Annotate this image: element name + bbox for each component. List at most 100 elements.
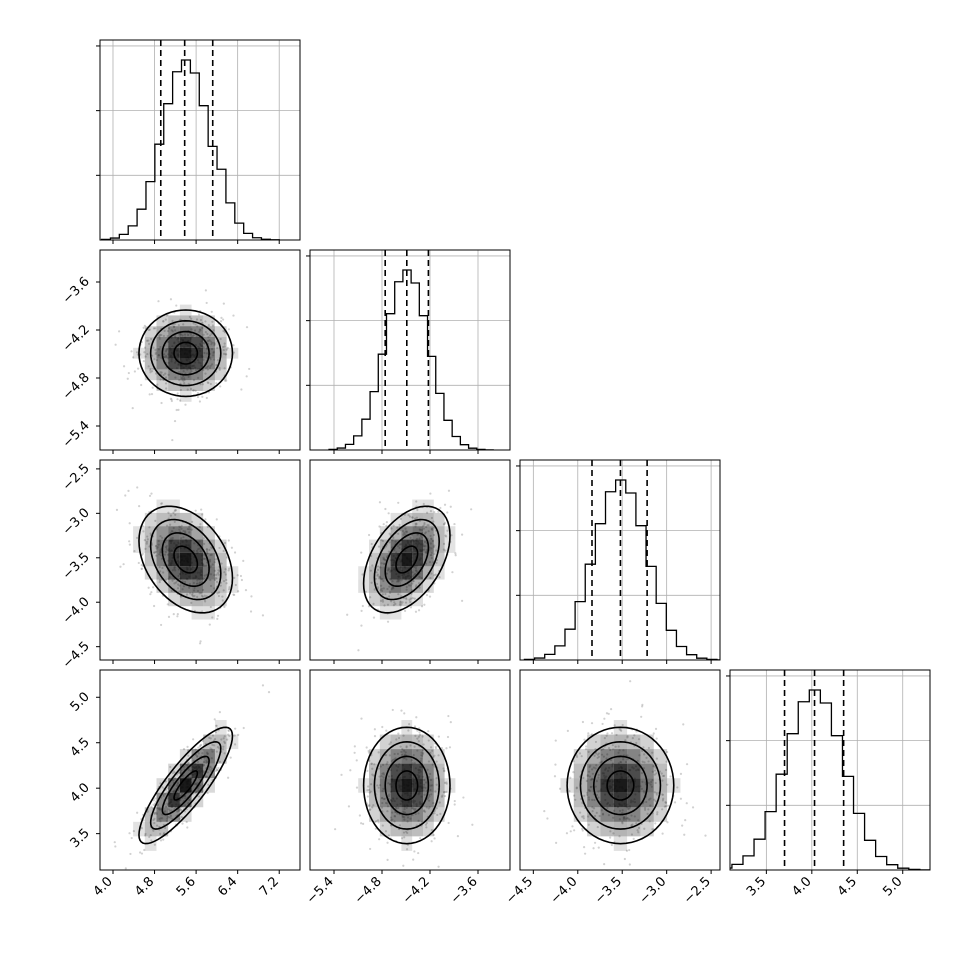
sample-point: [372, 602, 375, 606]
sample-point: [414, 812, 417, 816]
density-cell: [214, 592, 227, 607]
sample-point: [147, 328, 150, 332]
sample-point: [406, 831, 409, 835]
sample-point: [409, 536, 412, 540]
panel-frame: [309, 249, 511, 451]
sample-point: [381, 725, 384, 729]
sample-point: [178, 318, 182, 321]
sample-point: [193, 329, 197, 332]
density-cell: [412, 749, 423, 764]
contour-line: [579, 741, 662, 830]
y-tick-label: 4.5: [68, 735, 93, 760]
sample-point: [208, 736, 211, 739]
sample-point: [209, 747, 212, 750]
density-cell: [423, 749, 434, 764]
sample-point: [380, 797, 384, 800]
sample-point: [162, 320, 165, 323]
sample-point: [427, 799, 431, 802]
sample-point: [656, 811, 659, 814]
density-cell: [156, 807, 169, 822]
density-cell: [587, 763, 601, 779]
sample-point: [378, 775, 381, 778]
x-tick-label: 4.0: [91, 874, 116, 899]
sample-point: [129, 852, 132, 856]
sample-point: [427, 796, 430, 799]
sample-point: [209, 364, 212, 367]
x-tick-label: −5.4: [304, 874, 337, 907]
density-cell: [390, 734, 402, 750]
sample-point: [153, 811, 156, 814]
sample-point: [224, 541, 227, 545]
sample-point: [393, 758, 396, 761]
sample-point: [226, 738, 229, 741]
sample-point: [426, 524, 429, 527]
sample-point: [586, 774, 589, 778]
sample-point: [200, 594, 204, 598]
sample-point: [605, 757, 608, 760]
sample-point: [409, 744, 412, 747]
sample-point: [596, 756, 599, 759]
sample-point: [198, 642, 202, 645]
sample-point: [195, 335, 198, 338]
sample-point: [228, 567, 231, 570]
sample-point: [630, 824, 633, 827]
sample-point: [219, 385, 222, 388]
sample-point: [194, 389, 197, 392]
density-cell: [179, 592, 192, 607]
sample-point: [658, 770, 662, 773]
sample-point: [141, 552, 144, 555]
sample-point: [164, 372, 167, 375]
sample-point: [128, 522, 131, 525]
sample-point: [223, 342, 226, 345]
sample-point: [198, 745, 202, 748]
density-cell: [168, 592, 180, 607]
contour-line: [173, 341, 199, 365]
sample-point: [405, 588, 408, 591]
sample-point: [405, 531, 408, 534]
sample-point: [394, 602, 397, 606]
sample-point: [225, 348, 228, 351]
sample-point: [641, 703, 644, 706]
x-tick-label: 3.5: [744, 874, 769, 899]
sample-point: [377, 821, 380, 824]
sample-point: [630, 814, 633, 817]
density-cell: [390, 552, 402, 567]
sample-point: [145, 540, 149, 543]
sample-point: [178, 817, 181, 820]
sample-point: [204, 320, 207, 323]
sample-point: [215, 577, 218, 580]
sample-point: [421, 753, 425, 756]
sample-point: [651, 828, 654, 831]
sample-point: [190, 593, 194, 596]
sample-point: [218, 368, 221, 371]
sample-point: [223, 605, 226, 609]
density-cell: [433, 512, 445, 527]
sample-point: [592, 807, 596, 810]
density-cell: [203, 315, 215, 327]
sample-point: [609, 748, 612, 752]
sample-point: [431, 749, 434, 752]
sample-point: [232, 344, 235, 347]
sample-point: [113, 841, 116, 844]
x-tick-label: −2.5: [681, 874, 714, 907]
density-cell: [203, 592, 215, 607]
sample-point: [132, 829, 135, 833]
panel-frame: [99, 39, 301, 241]
sample-point: [166, 334, 169, 338]
sample-point: [146, 352, 149, 356]
sample-point: [206, 366, 209, 369]
sample-point: [424, 531, 428, 534]
density-cell: [144, 369, 157, 381]
sample-point: [661, 799, 664, 802]
sample-point: [384, 801, 388, 805]
sample-point: [404, 601, 408, 604]
sample-point: [661, 832, 664, 835]
sample-point: [197, 795, 201, 798]
sample-point: [421, 754, 424, 757]
sample-point: [600, 753, 604, 756]
sample-point: [250, 595, 253, 598]
y-tick-label: −3.0: [60, 506, 93, 539]
sample-point: [597, 773, 600, 776]
sample-point: [662, 797, 665, 800]
sample-point: [414, 517, 417, 520]
